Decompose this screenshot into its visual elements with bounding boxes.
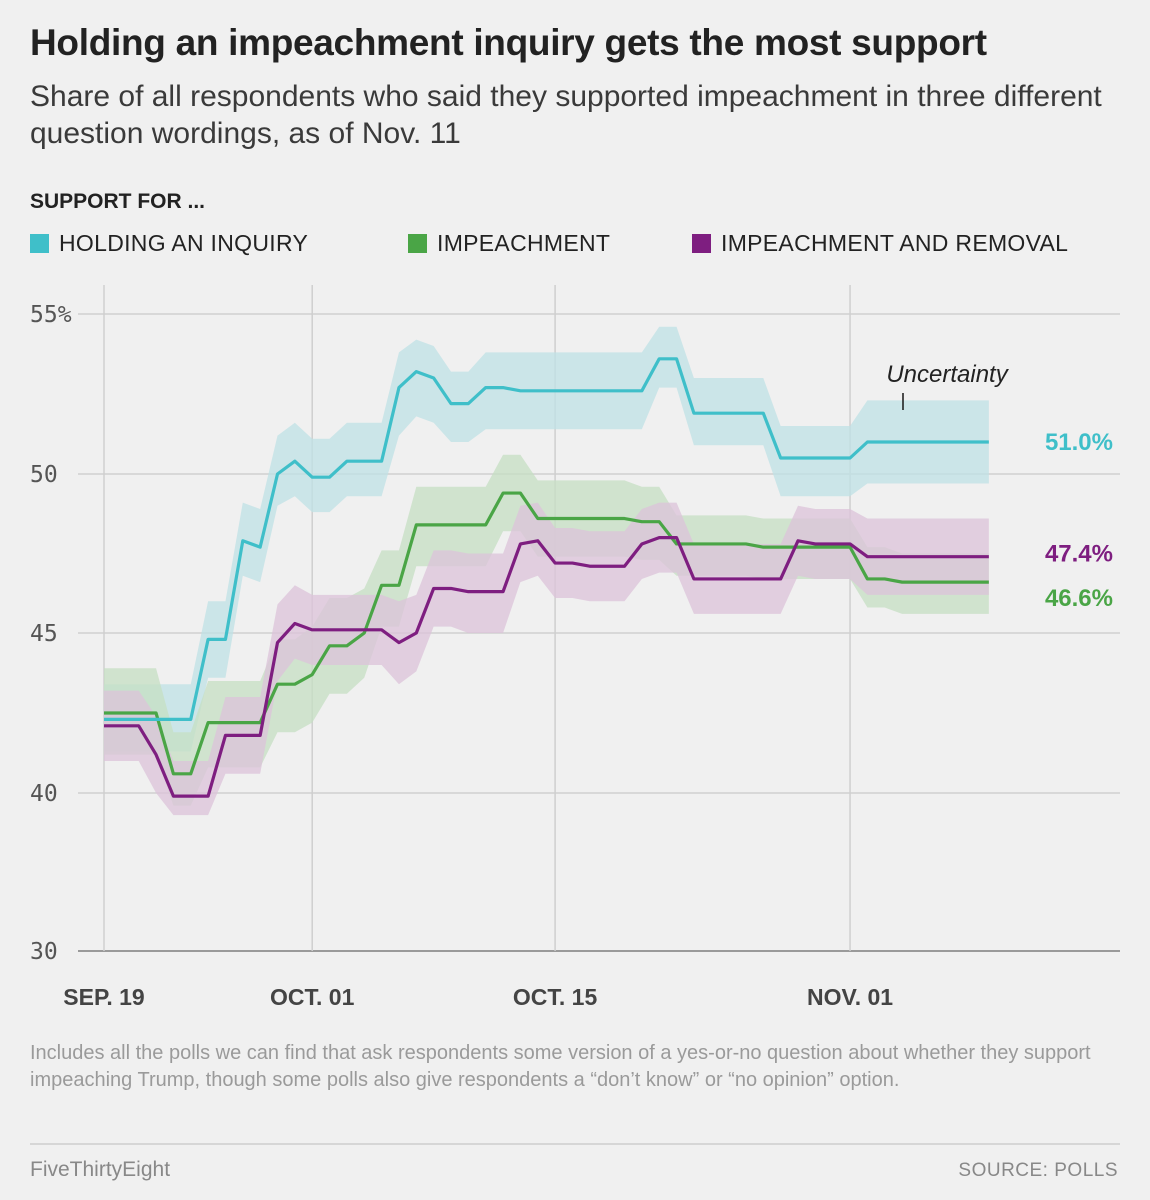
legend-label-inquiry: HOLDING AN INQUIRY (59, 230, 309, 256)
x-tick-label: OCT. 15 (513, 984, 598, 1010)
legend-label-impeachment: IMPEACHMENT (437, 230, 611, 256)
series-line-inquiry (104, 357, 989, 721)
footer-divider (30, 1143, 1120, 1145)
legend: HOLDING AN INQUIRY IMPEACHMENT IMPEACHME… (0, 230, 1150, 260)
footer-brand: FiveThirtyEight (30, 1158, 171, 1181)
end-label-removal: 47.4% (1045, 541, 1113, 568)
legend-item-removal: IMPEACHMENT AND REMOVAL (692, 230, 1068, 257)
x-tick-label: NOV. 01 (807, 984, 893, 1010)
legend-item-impeachment: IMPEACHMENT (408, 230, 610, 257)
chart-title: Holding an impeachment inquiry gets the … (30, 22, 987, 63)
y-tick-label: 50 (30, 462, 58, 488)
legend-item-inquiry: HOLDING AN INQUIRY (30, 230, 308, 257)
x-tick-label: SEP. 19 (63, 984, 144, 1010)
legend-label-removal: IMPEACHMENT AND REMOVAL (721, 230, 1069, 256)
y-tick-label: 55% (30, 302, 72, 328)
legend-title: SUPPORT FOR ... (30, 190, 206, 213)
uncertainty-band-inquiry (104, 326, 989, 752)
x-tick-label: OCT. 01 (270, 984, 355, 1010)
uncertainty-band-removal (104, 502, 989, 816)
uncertainty-band-impeachment (104, 454, 989, 806)
uncertainty-annotation: Uncertainty (886, 361, 1009, 388)
footer-source: SOURCE: POLLS (958, 1160, 1118, 1181)
chart-subtitle: Share of all respondents who said they s… (30, 80, 1102, 150)
series-line-impeachment (104, 491, 989, 776)
y-tick-label: 45 (30, 621, 58, 647)
series-line-removal (104, 536, 989, 798)
y-tick-label: 40 (30, 781, 58, 807)
y-tick-label: 30 (30, 939, 58, 965)
legend-swatch-removal (692, 234, 711, 253)
legend-swatch-impeachment (408, 234, 427, 253)
legend-swatch-inquiry (30, 234, 49, 253)
chart-note: Includes all the polls we can find that … (30, 1042, 1091, 1091)
end-label-impeachment: 46.6% (1045, 585, 1113, 612)
end-label-inquiry: 51.0% (1045, 429, 1113, 456)
